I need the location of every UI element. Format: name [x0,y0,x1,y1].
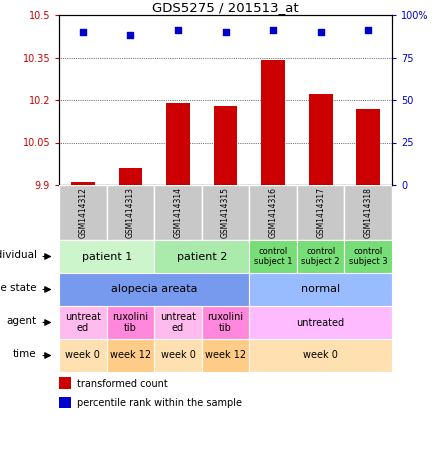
Text: GSM1414315: GSM1414315 [221,187,230,238]
Text: GSM1414318: GSM1414318 [364,187,373,238]
Bar [59,185,107,240]
Bar [59,377,71,389]
Text: patient 2: patient 2 [177,251,227,261]
Text: control
subject 1: control subject 1 [254,247,293,266]
Point [270,27,277,34]
Text: ruxolini
tib: ruxolini tib [208,312,244,333]
Text: GSM1414312: GSM1414312 [78,187,88,238]
Text: transformed count: transformed count [78,379,168,389]
Bar [249,273,392,306]
Bar [344,240,392,273]
Text: disease state: disease state [0,283,37,293]
Text: week 0: week 0 [65,351,100,361]
Text: GSM1414313: GSM1414313 [126,187,135,238]
Bar [107,339,154,372]
Text: agent: agent [7,316,37,326]
Bar [249,306,392,339]
Bar [309,94,332,185]
Bar [154,240,249,273]
Bar [154,306,202,339]
Text: control
subject 2: control subject 2 [301,247,340,266]
Text: week 12: week 12 [205,351,246,361]
Point [365,27,372,34]
Bar [71,182,95,185]
Bar [107,306,154,339]
Bar [261,60,285,185]
Bar [202,306,249,339]
Text: untreat
ed: untreat ed [160,312,196,333]
Bar [166,103,190,185]
Title: GDS5275 / 201513_at: GDS5275 / 201513_at [152,1,299,14]
Text: week 0: week 0 [303,351,338,361]
Bar [59,273,249,306]
Bar [344,185,392,240]
Bar [297,185,344,240]
Text: control
subject 3: control subject 3 [349,247,388,266]
Bar [59,397,71,408]
Text: normal: normal [301,284,340,294]
Text: individual: individual [0,250,37,260]
Text: untreat
ed: untreat ed [65,312,101,333]
Point [79,29,86,36]
Bar [59,306,107,339]
Bar [59,339,107,372]
Text: ruxolini
tib: ruxolini tib [113,312,148,333]
Text: GSM1414314: GSM1414314 [173,187,183,238]
Text: week 12: week 12 [110,351,151,361]
Point [222,29,229,36]
Bar [357,109,380,185]
Bar [202,185,249,240]
Bar [154,339,202,372]
Bar [202,339,249,372]
Bar [249,185,297,240]
Point [317,29,324,36]
Bar [154,185,202,240]
Bar [249,339,392,372]
Text: alopecia areata: alopecia areata [111,284,198,294]
Bar [214,106,237,185]
Text: week 0: week 0 [161,351,195,361]
Bar [107,185,154,240]
Text: time: time [13,349,37,359]
Text: GSM1414317: GSM1414317 [316,187,325,238]
Text: patient 1: patient 1 [81,251,132,261]
Text: GSM1414316: GSM1414316 [268,187,278,238]
Bar [297,240,344,273]
Bar [59,240,154,273]
Bar [249,240,297,273]
Point [174,27,181,34]
Bar [119,168,142,185]
Point [127,32,134,39]
Text: percentile rank within the sample: percentile rank within the sample [78,399,243,409]
Text: untreated: untreated [297,318,345,328]
